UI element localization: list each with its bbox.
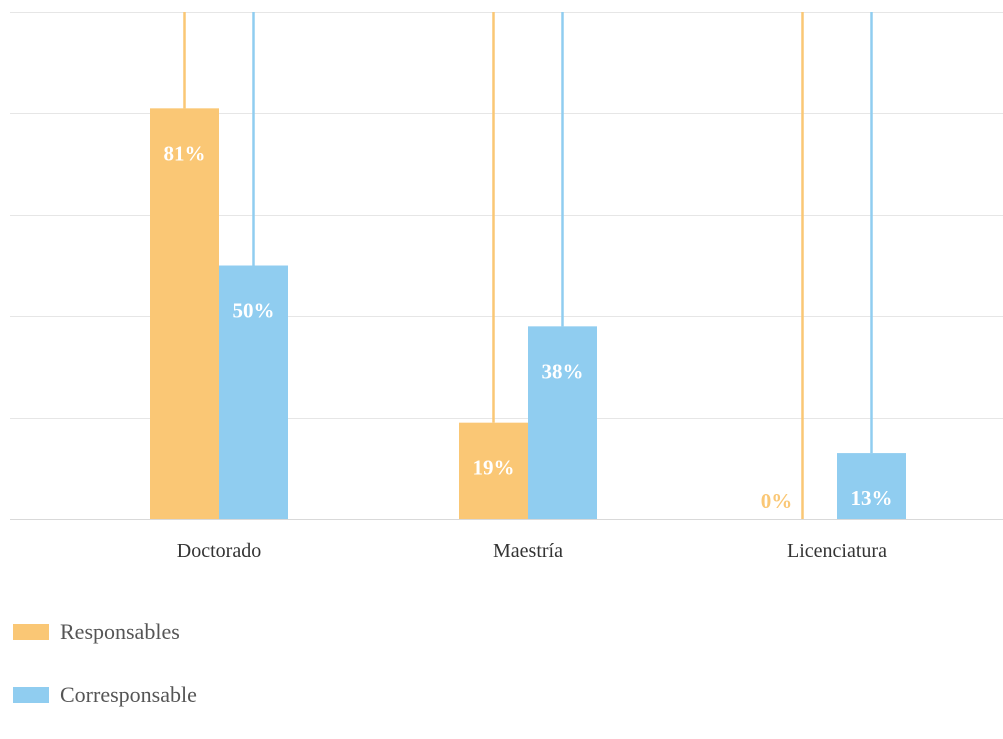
legend-label-responsables: Responsables — [60, 618, 180, 644]
bar-responsables-doctorado — [150, 108, 219, 519]
bar-responsables-maestria — [459, 422, 528, 519]
legend-swatch-responsables — [13, 623, 49, 640]
legend-swatch-corresponsable — [13, 686, 49, 703]
legend-item-responsables[interactable]: Responsables — [13, 613, 197, 650]
bar-corresponsable-maestria — [528, 326, 597, 519]
data-label-corresponsable-doctorado: 50% — [233, 299, 275, 323]
legend-item-corresponsable[interactable]: Corresponsable — [13, 676, 197, 713]
bar-corresponsable-doctorado — [219, 265, 288, 519]
legend-label-corresponsable: Corresponsable — [60, 681, 197, 707]
category-label-doctorado: Doctorado — [177, 540, 261, 562]
data-label-responsables-maestria: 19% — [473, 456, 515, 480]
bar-chart: 81% 50% Doctorado 19% 38% Maestría 0% 13% Licenc… — [10, 12, 1003, 562]
data-label-corresponsable-licenciatura: 13% — [851, 486, 893, 510]
data-label-responsables-licenciatura: 0% — [761, 489, 793, 513]
bar-corresponsable-licenciatura — [837, 453, 906, 519]
category-label-maestria: Maestría — [493, 540, 563, 562]
category-label-licenciatura: Licenciatura — [787, 540, 887, 562]
data-label-corresponsable-maestria: 38% — [542, 359, 584, 383]
data-label-responsables-doctorado: 81% — [164, 141, 206, 165]
legend: Responsables Corresponsable — [13, 613, 197, 739]
